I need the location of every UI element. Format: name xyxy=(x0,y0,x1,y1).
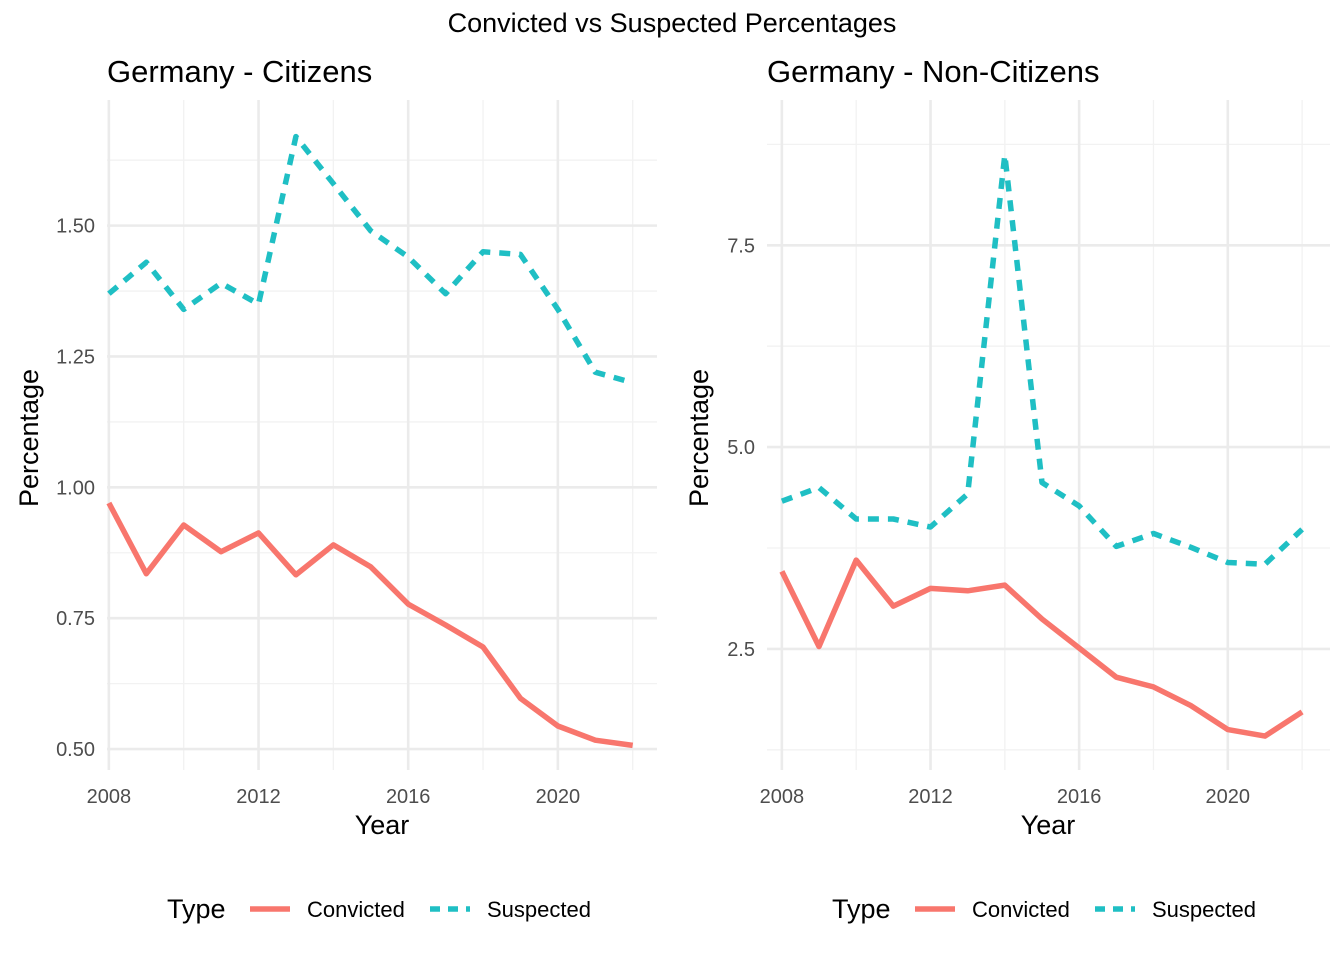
y-tick-label: 2.5 xyxy=(727,639,755,661)
y-tick-label: 1.25 xyxy=(56,346,95,368)
legend-label-suspected: Suspected xyxy=(1152,897,1256,922)
legend: Type Convicted Suspected xyxy=(167,894,591,924)
chart-title: Germany - Non-Citizens xyxy=(767,54,1099,89)
series-line-convicted xyxy=(779,557,1304,739)
y-tick-label: 7.5 xyxy=(727,235,755,257)
legend-label-convicted: Convicted xyxy=(972,897,1070,922)
x-tick-label: 2020 xyxy=(1206,786,1251,808)
legend-title: Type xyxy=(167,894,226,924)
chart-title: Germany - Citizens xyxy=(107,54,372,89)
y-axis-label: Percentage xyxy=(14,369,44,507)
x-tick-label: 2016 xyxy=(386,786,431,808)
x-tick-label: 2008 xyxy=(760,786,805,808)
x-tick-label: 2008 xyxy=(87,786,132,808)
legend-label-convicted: Convicted xyxy=(307,897,405,922)
x-tick-label: 2016 xyxy=(1057,786,1102,808)
series-line-convicted xyxy=(106,501,634,749)
series-line-suspected xyxy=(107,133,634,386)
plot-area: 2008 2012 2016 2020 0.50 0.75 1.00 1.25 1.50 xyxy=(56,100,657,808)
x-axis-label: Year xyxy=(1021,810,1076,840)
series-line-suspected xyxy=(780,152,1304,567)
x-axis-label: Year xyxy=(355,810,410,840)
y-tick-label: 1.00 xyxy=(56,477,95,499)
plot-area: 2008 2012 2016 2020 2.5 5.0 7.5 xyxy=(727,100,1330,808)
y-tick-label: 0.50 xyxy=(56,739,95,761)
y-tick-label: 0.75 xyxy=(56,608,95,630)
y-tick-label: 5.0 xyxy=(727,437,755,459)
x-tick-label: 2020 xyxy=(536,786,581,808)
figure-title: Convicted vs Suspected Percentages xyxy=(448,8,897,38)
x-tick-label: 2012 xyxy=(908,786,953,808)
x-tick-label: 2012 xyxy=(236,786,281,808)
chart-panel-citizens: Germany - Citizens 2008 2012 2016 2020 0.50 0… xyxy=(14,54,657,924)
legend-title: Type xyxy=(832,894,891,924)
legend-label-suspected: Suspected xyxy=(487,897,591,922)
legend: Type Convicted Suspected xyxy=(832,894,1256,924)
chart-panel-non-citizens: Germany - Non-Citizens 2008 2012 2016 20202… xyxy=(684,54,1330,924)
y-tick-label: 1.50 xyxy=(56,216,95,238)
y-axis-label: Percentage xyxy=(684,369,714,507)
